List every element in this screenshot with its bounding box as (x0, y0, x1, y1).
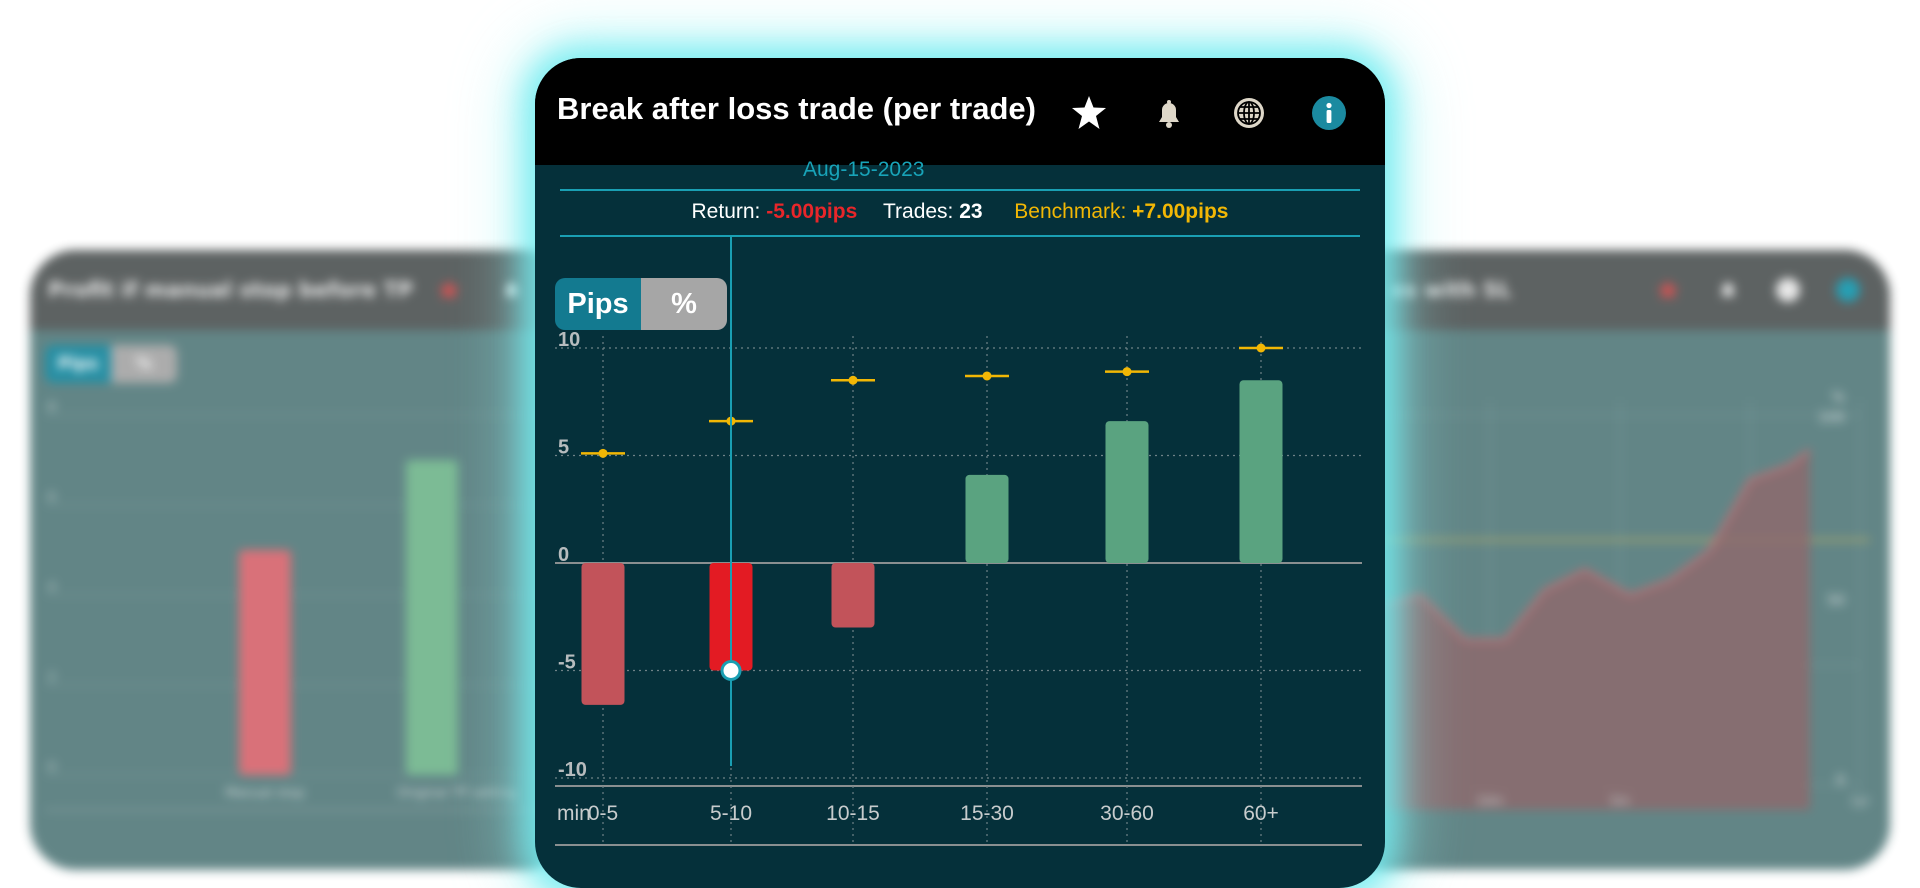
y-tick-label: 8 (48, 400, 56, 414)
x-tick-label: 60+ (1243, 802, 1279, 825)
divider-bottom (560, 235, 1360, 237)
trades-label: Trades: (882, 200, 954, 223)
benchmark-point (598, 448, 608, 458)
return-value: -5.00pips (766, 200, 858, 223)
bar[interactable] (1239, 380, 1283, 563)
background-card-left[interactable]: Profit if manual stop before TP Pips % 8… (30, 250, 570, 870)
x-tick-label: 30-60 (1100, 802, 1154, 825)
trades-value: 23 (959, 200, 983, 223)
summary-bar: Return: -5.00pips Trades: 23 Benchmark: … (535, 200, 1385, 224)
y-tick-label: 6 (48, 490, 56, 504)
bell-icon[interactable] (1716, 278, 1740, 302)
x-tick-label: 15-30 (960, 802, 1014, 825)
toggle-pips[interactable]: Pips (555, 278, 641, 330)
main-card: Break after loss trade (per trade) (535, 58, 1385, 888)
bar (406, 460, 458, 775)
background-card-left-title: Profit if manual stop before TP (48, 278, 414, 302)
y-tick-label: -10 (558, 759, 587, 781)
bar (239, 550, 291, 775)
bar[interactable] (965, 474, 1009, 563)
return-label: Return: (691, 200, 761, 223)
background-card-left-unit-toggle[interactable]: Pips % (45, 345, 177, 383)
x-tick-label: 5m (1610, 794, 1629, 808)
y-tick-label: 0 (1836, 773, 1845, 789)
star-icon[interactable] (437, 278, 461, 302)
globe-icon[interactable] (1776, 278, 1800, 302)
x-tick-label: 5-10 (710, 802, 752, 825)
bell-icon[interactable] (500, 278, 524, 302)
x-tick-label: 10m (1477, 794, 1504, 808)
star-icon[interactable] (1071, 95, 1107, 131)
page-title: Break after loss trade (per trade) (557, 91, 1036, 126)
y-tick-label: -5 (558, 652, 576, 674)
background-card-left-header: Profit if manual stop before TP (30, 250, 570, 330)
unit-toggle[interactable]: Pips % (555, 278, 727, 330)
area-line (1340, 448, 1811, 642)
y-tick-label: 100 (1818, 410, 1845, 426)
bar[interactable] (1105, 421, 1149, 563)
x-tick-label: Original TP setting (397, 786, 517, 801)
background-card-right-header: es with SL (1340, 250, 1890, 330)
benchmark-point (848, 375, 858, 385)
toggle-percent[interactable]: % (111, 345, 177, 383)
background-card-right-chart: %1005005m10m5m1yr (1340, 390, 1870, 810)
x-tick-label: 1yr (1850, 794, 1870, 808)
benchmark-point (1122, 367, 1132, 377)
x-tick-label: 10-15 (826, 802, 880, 825)
benchmark-value: +7.00pips (1132, 200, 1229, 223)
area-fill (1340, 450, 1810, 810)
bar[interactable] (581, 563, 625, 705)
background-card-left-chart: 8 6 4 2 0 Manual stop Original TP setting (45, 400, 555, 811)
divider-top (560, 189, 1360, 191)
star-icon[interactable] (1656, 278, 1680, 302)
globe-icon[interactable] (1231, 95, 1267, 131)
y-tick-label: 2 (48, 670, 56, 684)
y-tick-label: 50 (1827, 593, 1845, 609)
selected-date: Aug-15-2023 (803, 158, 925, 181)
benchmark-point (1256, 343, 1266, 353)
y-tick-label: 5 (558, 437, 569, 459)
bar[interactable] (831, 563, 875, 628)
background-card-right-title: es with SL (1390, 278, 1512, 302)
y-tick-label: % (1832, 390, 1845, 406)
y-tick-label: 4 (48, 580, 56, 594)
y-tick-label: 0 (558, 544, 569, 566)
benchmark-label: Benchmark: (1014, 200, 1127, 223)
x-tick-label: Manual stop (225, 786, 304, 801)
toggle-pips[interactable]: Pips (45, 345, 111, 383)
toggle-percent[interactable]: % (641, 278, 727, 330)
x-tick-label: 0-5 (588, 802, 618, 825)
y-tick-label: 0 (48, 760, 56, 774)
benchmark-point (982, 371, 992, 381)
x-axis-unit-label: min (557, 802, 591, 825)
main-card-header: Break after loss trade (per trade) (535, 58, 1385, 165)
info-icon[interactable] (1836, 278, 1860, 302)
y-tick-label: 10 (558, 329, 580, 351)
cursor-handle[interactable] (720, 660, 742, 681)
bell-icon[interactable] (1151, 95, 1187, 131)
background-card-right[interactable]: es with SL %1005005m10m5m1yr (1340, 250, 1890, 870)
info-icon[interactable] (1311, 95, 1347, 131)
